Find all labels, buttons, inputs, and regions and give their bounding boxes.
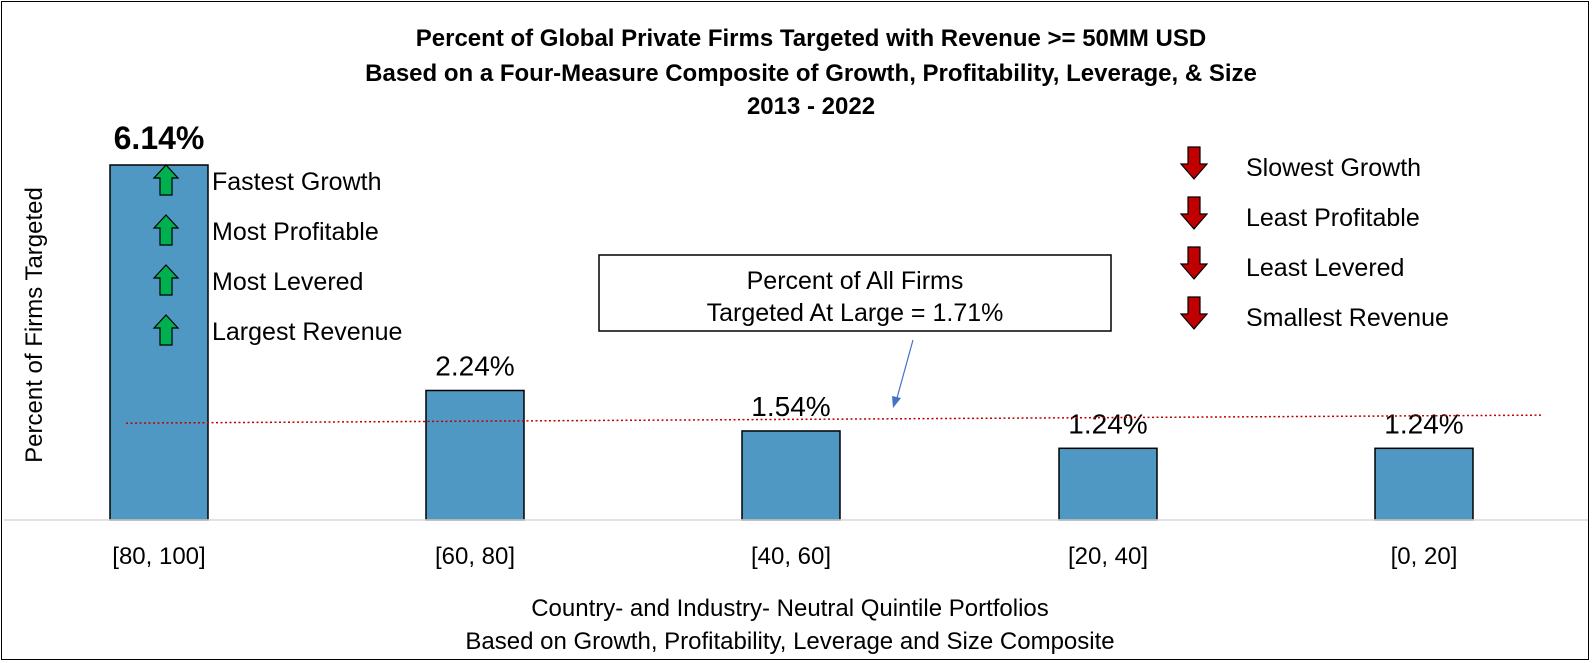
reference-line bbox=[125, 414, 1543, 424]
top-annotation-2: Most Profitable bbox=[212, 218, 379, 246]
callout-line-1: Percent of All Firms bbox=[747, 267, 964, 295]
bar-3 bbox=[741, 430, 841, 521]
reference-callout: Percent of All Firms Targeted At Large =… bbox=[598, 254, 1112, 408]
up-arrow-icon bbox=[152, 314, 180, 346]
x-tick-labels: [80, 100] [60, 80] [40, 60] [20, 40] [0, 20] bbox=[112, 543, 1457, 570]
x-tick-label-3: [40, 60] bbox=[751, 543, 831, 570]
up-arrow-icon bbox=[152, 214, 180, 246]
callout-box bbox=[598, 254, 1112, 332]
up-arrow-icon bbox=[152, 264, 180, 296]
bottom-annotation-4: Smallest Revenue bbox=[1246, 304, 1449, 332]
down-arrow-icon bbox=[1179, 196, 1209, 230]
value-label-5: 1.24% bbox=[1384, 408, 1463, 439]
top-annotation-4: Largest Revenue bbox=[212, 318, 402, 346]
bar-2 bbox=[425, 389, 525, 521]
top-annotation-1: Fastest Growth bbox=[212, 168, 382, 196]
x-tick-label-1: [80, 100] bbox=[112, 543, 205, 570]
top-quintile-annotations: Fastest Growth Most Profitable Most Levere… bbox=[152, 164, 402, 346]
bar-1 bbox=[109, 164, 209, 521]
x-axis-label: Country- and Industry- Neutral Quintile … bbox=[465, 595, 1114, 655]
top-annotation-3: Most Levered bbox=[212, 268, 363, 296]
chart-title: Percent of Global Private Firms Targeted… bbox=[365, 25, 1257, 120]
x-tick-label-4: [20, 40] bbox=[1068, 543, 1148, 570]
title-line-2: Based on a Four-Measure Composite of Gro… bbox=[365, 60, 1257, 87]
down-arrow-icon bbox=[1179, 146, 1209, 180]
value-label-2: 2.24% bbox=[435, 350, 514, 381]
x-axis-label-line-2: Based on Growth, Profitability, Leverage… bbox=[465, 628, 1114, 655]
x-axis-label-line-1: Country- and Industry- Neutral Quintile … bbox=[531, 595, 1049, 622]
bar-4 bbox=[1058, 447, 1158, 521]
bar-5 bbox=[1374, 447, 1474, 521]
callout-line-2: Targeted At Large = 1.71% bbox=[707, 299, 1004, 327]
y-axis-label: Percent of Firms Targeted bbox=[21, 187, 48, 463]
title-line-3: 2013 - 2022 bbox=[747, 93, 875, 120]
x-tick-label-5: [0, 20] bbox=[1391, 543, 1458, 570]
bottom-annotation-2: Least Profitable bbox=[1246, 204, 1420, 232]
bottom-annotation-3: Least Levered bbox=[1246, 254, 1404, 282]
down-arrow-icon bbox=[1179, 296, 1209, 330]
down-arrow-icon bbox=[1179, 246, 1209, 280]
callout-pointer-arrowhead-icon bbox=[892, 396, 901, 408]
value-label-4: 1.24% bbox=[1068, 408, 1147, 439]
value-label-1: 6.14% bbox=[114, 120, 205, 156]
title-line-1: Percent of Global Private Firms Targeted… bbox=[416, 25, 1206, 52]
up-arrow-icon bbox=[152, 164, 180, 196]
value-labels: 6.14% 2.24% 1.54% 1.24% 1.24% bbox=[114, 120, 1464, 439]
x-tick-label-2: [60, 80] bbox=[435, 543, 515, 570]
bottom-annotation-1: Slowest Growth bbox=[1246, 154, 1421, 182]
value-label-3: 1.54% bbox=[751, 391, 830, 422]
bottom-quintile-annotations: Slowest Growth Least Profitable Least Leve… bbox=[1179, 146, 1449, 332]
callout-pointer bbox=[896, 339, 914, 399]
